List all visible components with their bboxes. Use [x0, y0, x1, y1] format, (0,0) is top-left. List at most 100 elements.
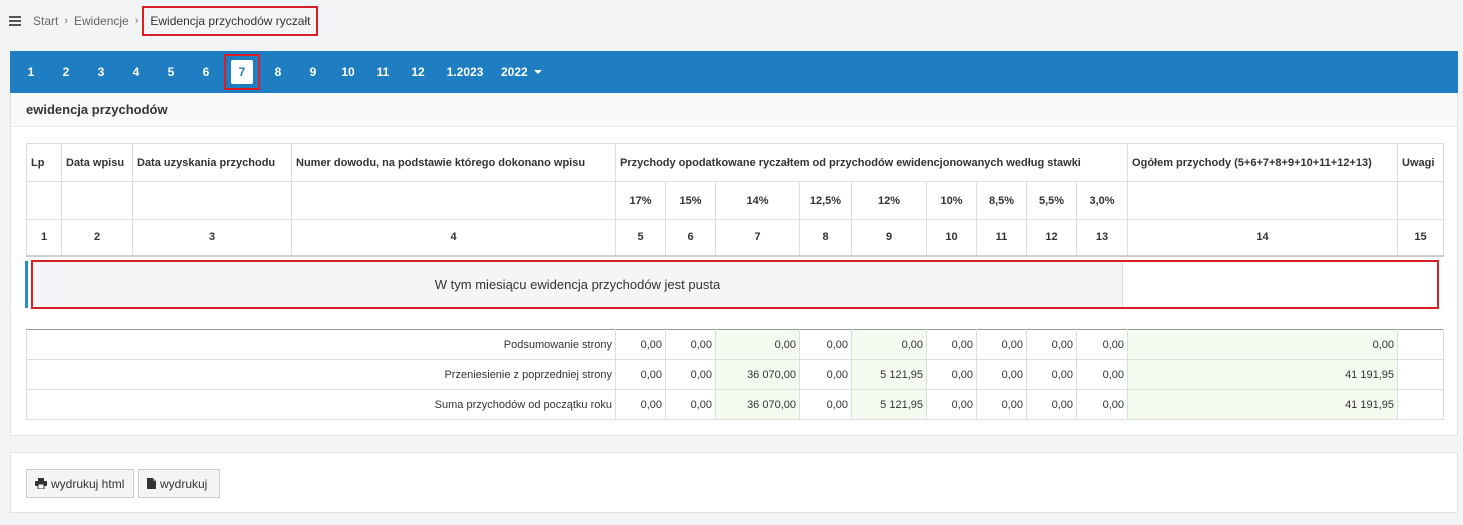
month-tab-11[interactable]: 11: [376, 65, 390, 79]
rate-8-5: 8,5%: [976, 181, 1027, 220]
header-przychody: Przychody opodatkowane ryczałtem od przy…: [614, 143, 1129, 182]
month-tab-12[interactable]: 12: [411, 65, 425, 79]
summary-value: 0,00: [615, 359, 666, 390]
col-num-12: 12: [1026, 219, 1077, 257]
summary-value: 0,00: [715, 329, 800, 360]
rate-12: 12%: [851, 181, 927, 220]
summary-total: 0,00: [1127, 329, 1398, 360]
summary-value: 0,00: [926, 359, 977, 390]
summary-value: 0,00: [976, 389, 1027, 420]
summary-value: 0,00: [665, 329, 716, 360]
summary-value: 36 070,00: [715, 359, 800, 390]
summary-value: 0,00: [926, 329, 977, 360]
month-tab-6[interactable]: 6: [202, 65, 210, 79]
col-num-15: 15: [1397, 219, 1445, 257]
print-html-label: wydrukuj html: [51, 476, 125, 491]
print-html-button[interactable]: wydrukuj html: [26, 469, 134, 498]
printer-icon: [35, 478, 47, 489]
rate-14: 14%: [715, 181, 800, 220]
col-num-14: 14: [1127, 219, 1399, 257]
print-label: wydrukuj: [160, 476, 208, 491]
empty-message-box: W tym miesiącu ewidencja przychodów jest…: [31, 260, 1439, 309]
summary-value: 0,00: [851, 329, 927, 360]
header-lp: Lp: [26, 143, 62, 182]
header-numer-dowodu: Numer dowodu, na podstawie którego dokon…: [291, 143, 616, 182]
summary-row-page: Podsumowanie strony 0,00 0,00 0,00 0,00 …: [26, 329, 1444, 360]
header-data-uzyskania: Data uzyskania przychodu: [132, 143, 292, 182]
summary-value: 0,00: [799, 329, 852, 360]
col-num-5: 5: [615, 219, 666, 257]
row-indicator: [25, 261, 28, 308]
summary-value: 0,00: [799, 359, 852, 390]
month-tab-9[interactable]: 9: [309, 65, 317, 79]
rate-12-5: 12,5%: [799, 181, 852, 220]
income-records-panel: ewidencja przychodów Lp Data wpisu Data …: [10, 93, 1458, 436]
panel-title: ewidencja przychodów: [11, 93, 1457, 127]
summary-label: Podsumowanie strony: [26, 329, 616, 360]
hamburger-menu-icon[interactable]: [9, 16, 21, 26]
col-num-6: 6: [665, 219, 716, 257]
col-num-3: 3: [132, 219, 292, 257]
summary-value: 0,00: [1026, 329, 1077, 360]
summary-value: 0,00: [1026, 389, 1077, 420]
caret-down-icon: [533, 70, 542, 74]
month-tab-4[interactable]: 4: [132, 65, 140, 79]
month-nav: 1 2 3 4 5 6 7 8 9 10 11 12 1.2023 2022: [10, 51, 1458, 93]
month-tab-3[interactable]: 3: [97, 65, 105, 79]
month-tab-2[interactable]: 2: [62, 65, 70, 79]
col-num-1: 1: [26, 219, 62, 257]
rate-17: 17%: [615, 181, 666, 220]
summary-total: 41 191,95: [1127, 359, 1398, 390]
summary-value: 36 070,00: [715, 389, 800, 420]
summary-value: 0,00: [976, 359, 1027, 390]
month-tab-1-2023[interactable]: 1.2023: [446, 65, 484, 79]
header-ogolem: Ogółem przychody (5+6+7+8+9+10+11+12+13): [1127, 143, 1399, 182]
col-num-8: 8: [799, 219, 852, 257]
print-button[interactable]: wydrukuj: [138, 469, 220, 498]
summary-table: Podsumowanie strony 0,00 0,00 0,00 0,00 …: [26, 329, 1444, 420]
month-tab-8[interactable]: 8: [274, 65, 282, 79]
col-num-10: 10: [926, 219, 977, 257]
summary-label: Przeniesienie z poprzedniej strony: [26, 359, 616, 390]
col-num-11: 11: [976, 219, 1027, 257]
breadcrumb: Start › Ewidencje › Ewidencja przychodów…: [0, 0, 1463, 42]
summary-label: Suma przychodów od początku roku: [26, 389, 616, 420]
year-label: 2022: [501, 65, 528, 79]
col-num-13: 13: [1075, 219, 1129, 257]
header-data-wpisu: Data wpisu: [61, 143, 133, 182]
month-tab-7[interactable]: 7: [231, 60, 253, 84]
summary-value: 0,00: [1076, 329, 1128, 360]
col-num-2: 2: [61, 219, 133, 257]
chevron-right-icon: ›: [134, 15, 139, 27]
summary-total: 41 191,95: [1127, 389, 1398, 420]
empty-message: W tym miesiącu ewidencja przychodów jest…: [33, 262, 1123, 307]
summary-value: 5 121,95: [851, 359, 927, 390]
rate-3: 3,0%: [1075, 181, 1129, 220]
header-uwagi: Uwagi: [1397, 143, 1445, 182]
year-dropdown[interactable]: 2022: [501, 60, 542, 84]
summary-value: 0,00: [1076, 389, 1128, 420]
col-num-9: 9: [851, 219, 927, 257]
summary-value: 0,00: [665, 389, 716, 420]
summary-value: 0,00: [1026, 359, 1077, 390]
summary-value: 0,00: [615, 389, 666, 420]
summary-value: 0,00: [1076, 359, 1128, 390]
active-month-highlight: 7: [224, 54, 260, 90]
month-tab-5[interactable]: 5: [167, 65, 175, 79]
chevron-right-icon: ›: [64, 15, 69, 27]
summary-value: 0,00: [799, 389, 852, 420]
rate-15: 15%: [665, 181, 716, 220]
summary-value: 0,00: [615, 329, 666, 360]
summary-value: 0,00: [976, 329, 1027, 360]
col-num-4: 4: [291, 219, 616, 257]
month-tab-10[interactable]: 10: [341, 65, 355, 79]
breadcrumb-start[interactable]: Start: [33, 14, 59, 28]
breadcrumb-current: Ewidencja przychodów ryczałt: [142, 6, 319, 36]
breadcrumb-ewidencje[interactable]: Ewidencje: [74, 14, 129, 28]
rate-5-5: 5,5%: [1026, 181, 1077, 220]
summary-value: 0,00: [665, 359, 716, 390]
summary-value: 5 121,95: [851, 389, 927, 420]
month-tab-1[interactable]: 1: [27, 65, 35, 79]
summary-row-year: Suma przychodów od początku roku 0,00 0,…: [26, 389, 1444, 420]
actions-panel: wydrukuj html wydrukuj: [10, 452, 1458, 513]
